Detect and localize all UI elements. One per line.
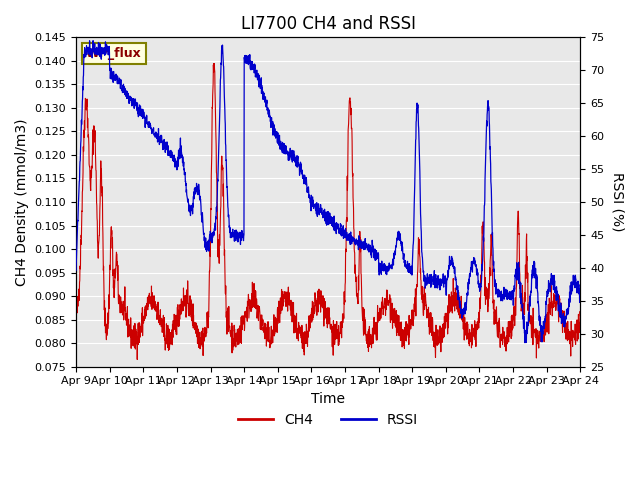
Y-axis label: CH4 Density (mmol/m3): CH4 Density (mmol/m3) [15, 118, 29, 286]
Title: LI7700 CH4 and RSSI: LI7700 CH4 and RSSI [241, 15, 415, 33]
X-axis label: Time: Time [311, 392, 345, 406]
Legend: CH4, RSSI: CH4, RSSI [233, 407, 424, 432]
Y-axis label: RSSI (%): RSSI (%) [611, 172, 625, 232]
Text: WP_flux: WP_flux [86, 47, 142, 60]
